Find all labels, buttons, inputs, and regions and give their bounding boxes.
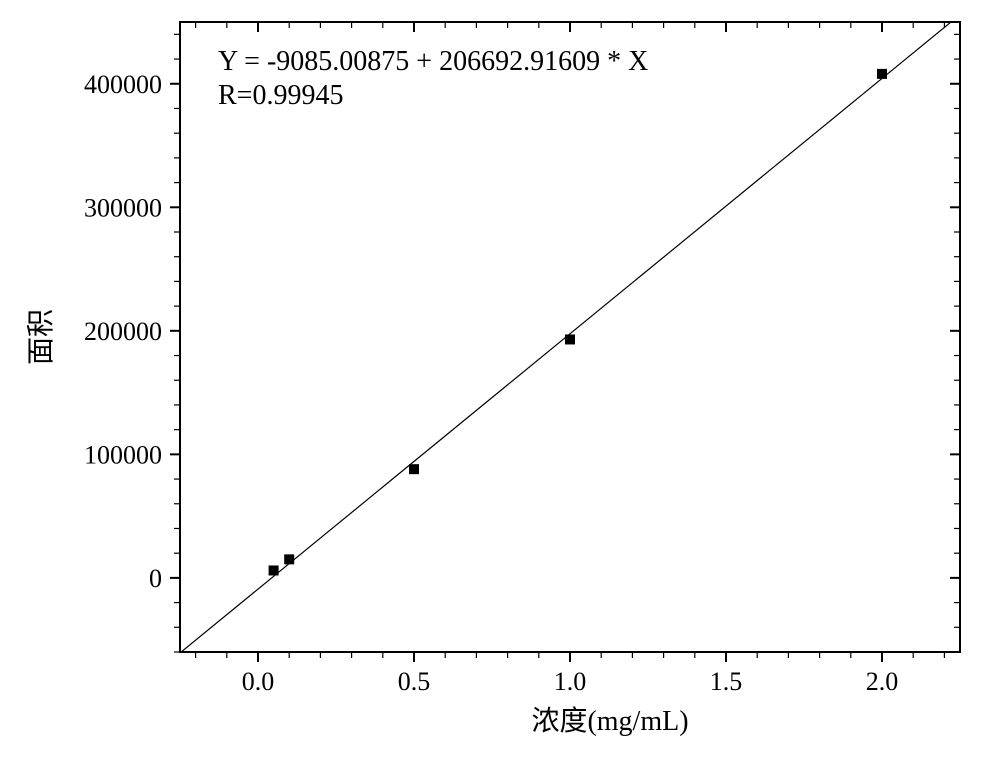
- y-tick-label: 400000: [84, 70, 162, 99]
- y-tick-label: 100000: [84, 440, 162, 469]
- chart-annotation-1: R=0.99945: [218, 80, 343, 111]
- chart-annotation-0: Y = -9085.00875 + 206692.91609 * X: [218, 46, 648, 77]
- x-axis-label: 浓度(mg/mL): [531, 705, 688, 737]
- x-tick-label: 0.0: [242, 667, 275, 696]
- data-point-marker: [409, 464, 419, 474]
- data-point-marker: [284, 554, 294, 564]
- x-tick-label: 2.0: [866, 667, 899, 696]
- chart-svg: 0.0 0.5 1.0 1.5 2.0 0 100000 200000 300000 400000…: [0, 0, 1000, 763]
- linear-calibration-chart: 0.0 0.5 1.0 1.5 2.0 0 100000 200000 300000 400000…: [0, 0, 1000, 763]
- data-point-marker: [877, 69, 887, 79]
- y-tick-label: 300000: [84, 193, 162, 222]
- y-axis-label: 面积: [26, 309, 57, 365]
- x-tick-label: 1.0: [554, 667, 587, 696]
- x-tick-label: 1.5: [710, 667, 743, 696]
- y-tick-label: 0: [149, 564, 162, 593]
- data-point-marker: [269, 565, 279, 575]
- y-tick-label: 200000: [84, 317, 162, 346]
- x-tick-label: 0.5: [398, 667, 431, 696]
- data-point-marker: [565, 334, 575, 344]
- y-axis-label-group: 面积: [26, 309, 57, 365]
